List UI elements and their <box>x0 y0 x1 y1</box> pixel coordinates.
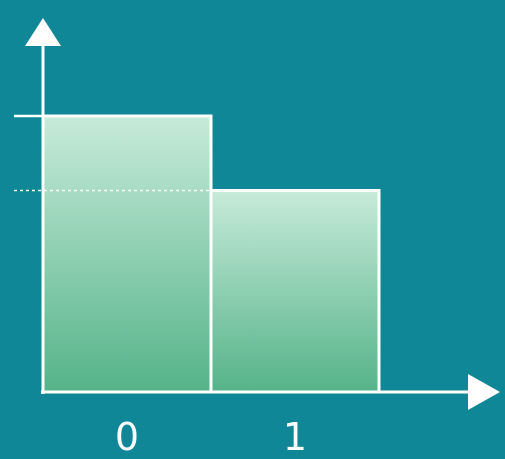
bar-0 <box>41 114 213 394</box>
arrow-up-icon <box>25 18 61 46</box>
x-tick-label-1: 1 <box>283 415 307 459</box>
y-ticks <box>14 114 211 192</box>
bar-1 <box>209 189 381 394</box>
arrow-right-icon <box>468 374 500 410</box>
axes <box>25 18 500 410</box>
bars <box>41 114 381 394</box>
x-tick-label-0: 0 <box>115 415 139 459</box>
